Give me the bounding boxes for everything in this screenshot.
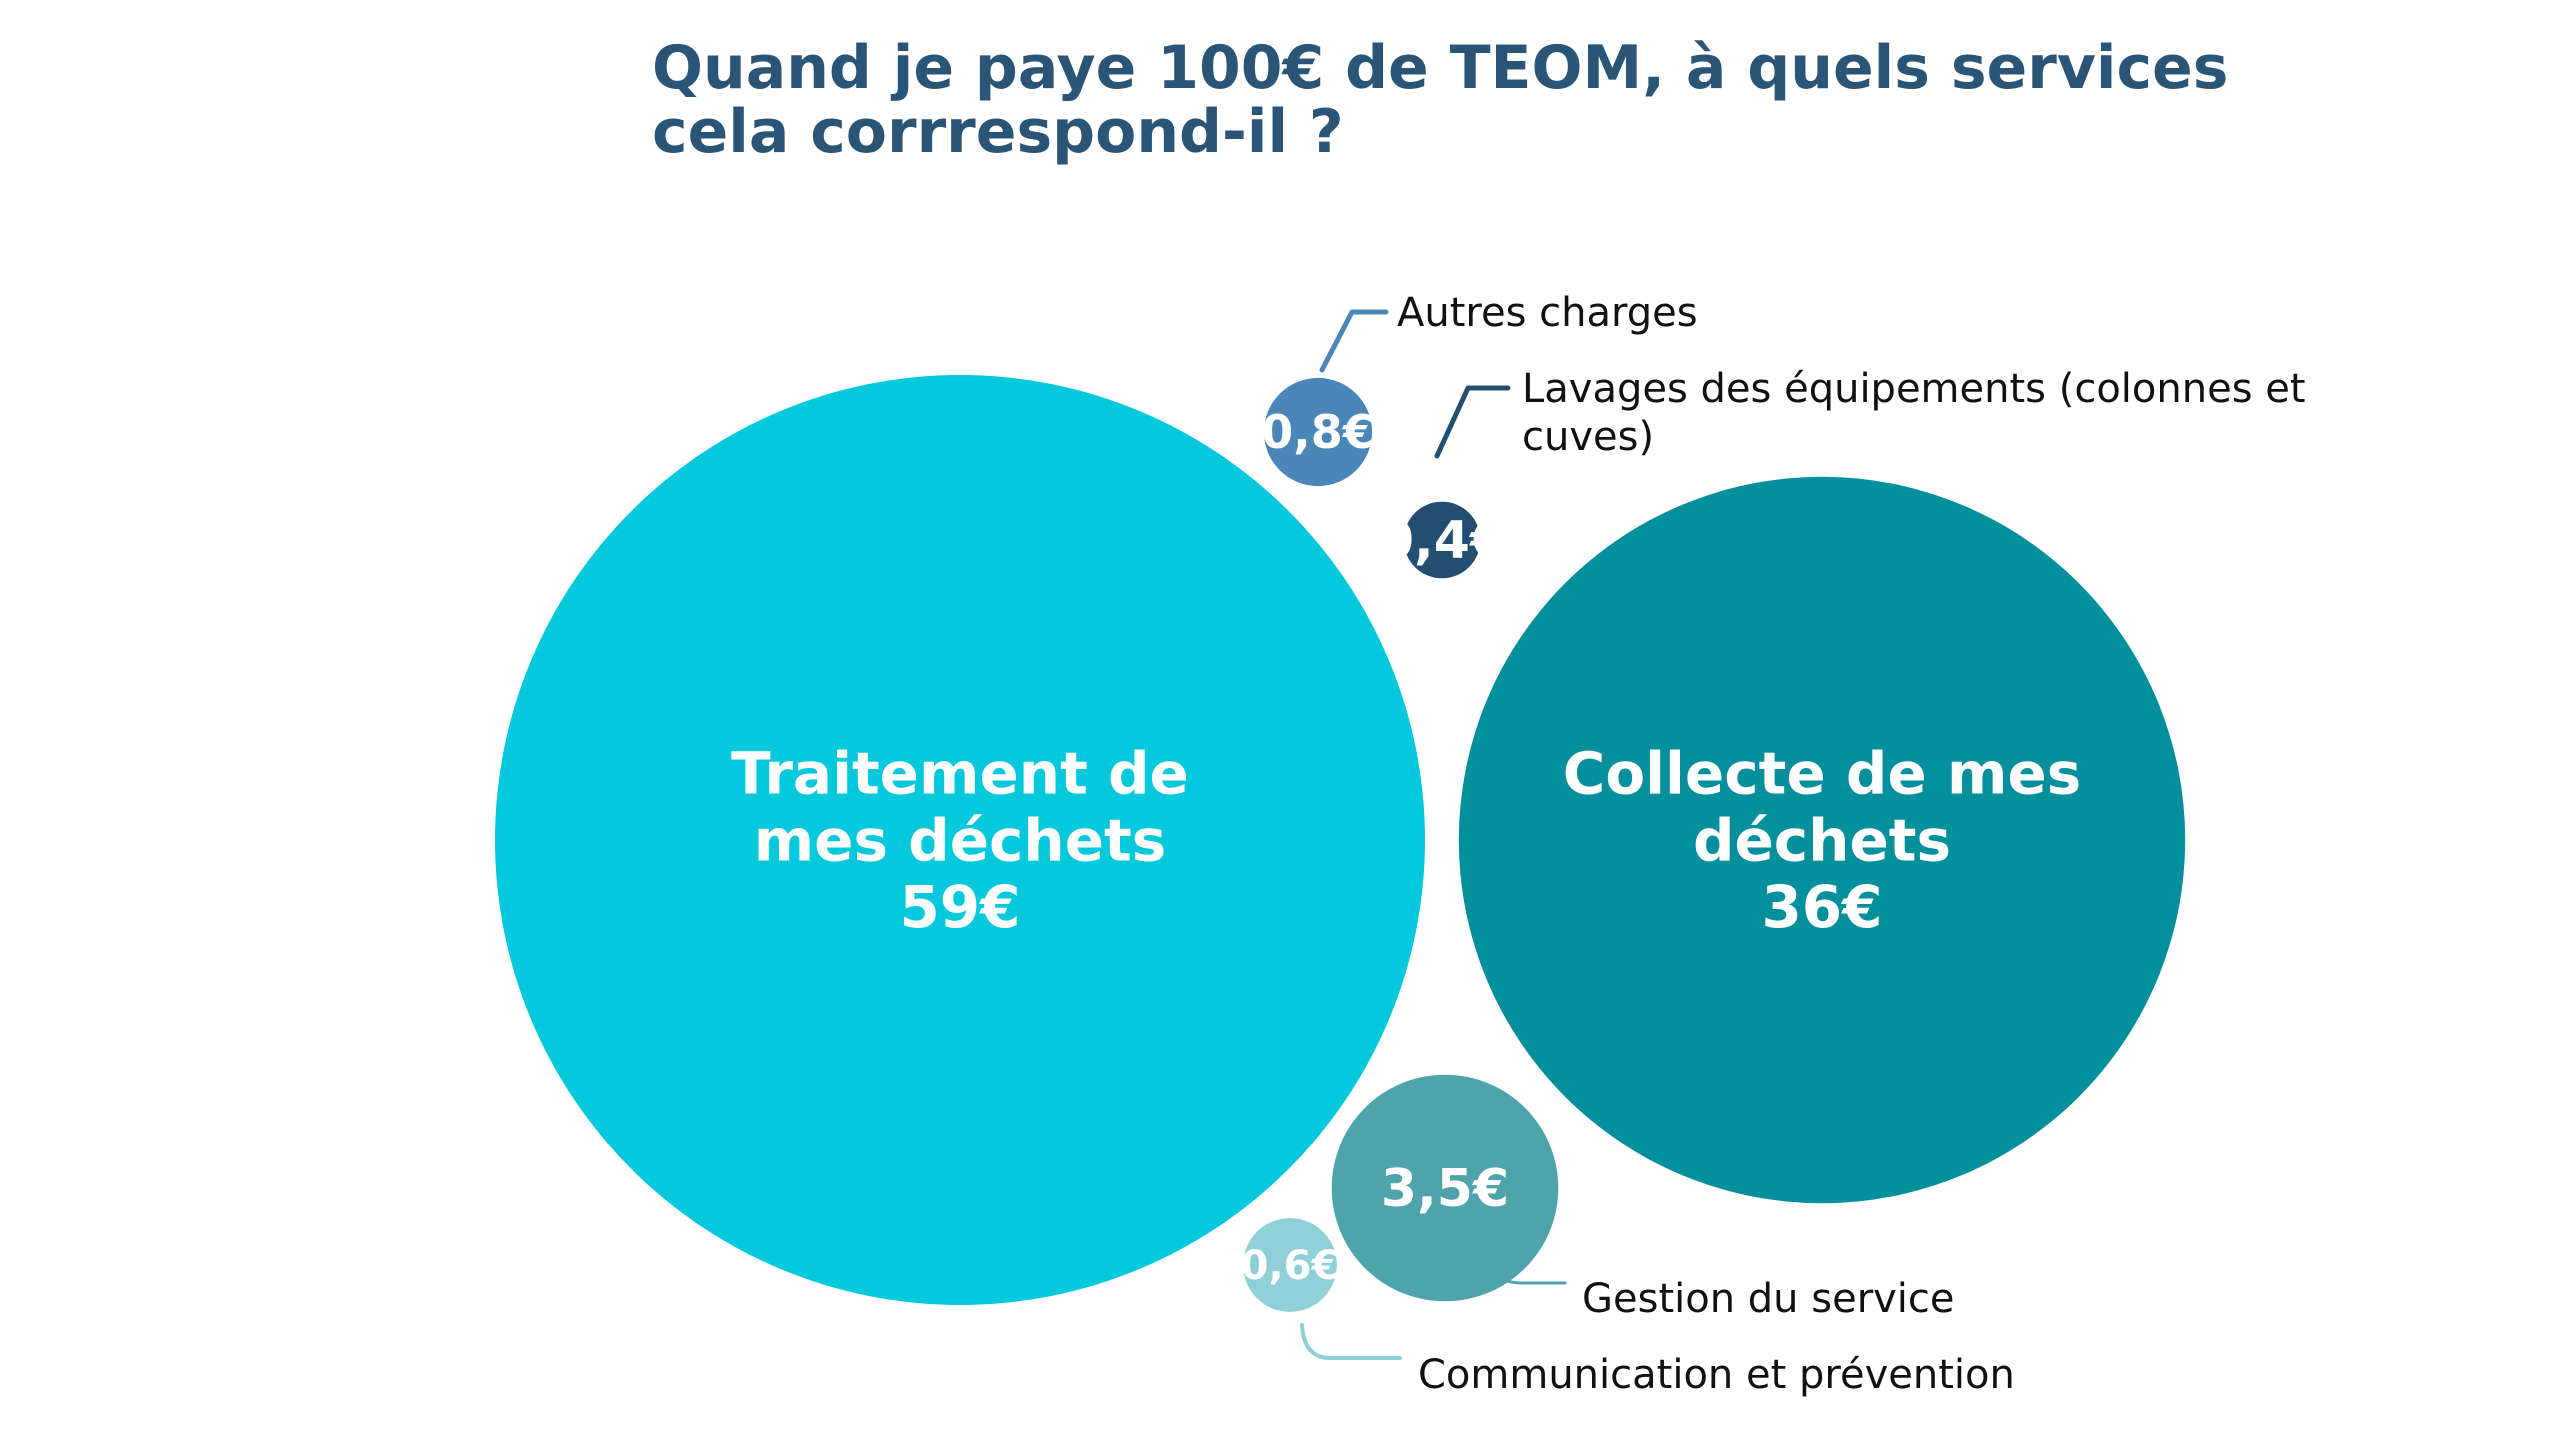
callout-label-gestion: Gestion du service (1582, 1276, 1955, 1322)
bubble-label-traitement-1: Traitement de (731, 740, 1189, 808)
chart-title-line-1: Quand je paye 100€ de TEOM, à quels serv… (652, 33, 2228, 103)
chart-title-line-2: cela corrrespond-il ? (652, 97, 1344, 167)
callout-labels: Gestion du service Autres charges Communic… (1397, 290, 2306, 1398)
bubble-traitement (495, 375, 1425, 1305)
bubble-value-collecte: 36€ (1761, 873, 1882, 941)
leader-line-lavages (1434, 385, 1511, 459)
chart-title: Quand je paye 100€ de TEOM, à quels serv… (652, 33, 2228, 167)
bubble-autres (1263, 377, 1373, 487)
callout-label-communication: Communication et prévention (1418, 1352, 2015, 1398)
callout-label-lavages-2: cuves) (1522, 414, 1654, 460)
bubble-gestion (1331, 1074, 1559, 1302)
bubble-value-gestion: 3,5€ (1381, 1159, 1509, 1219)
bubble-value-lavages: 0,4€ (1378, 511, 1506, 571)
bubble-lavages (1403, 501, 1481, 579)
leader-line-autres (1319, 309, 1389, 373)
bubble-value-communication: 0,6€ (1241, 1243, 1340, 1289)
bubble-label-collecte-2: déchets (1693, 806, 1951, 874)
leader-line-communication (1300, 1323, 1402, 1360)
bubble-collecte (1458, 476, 2186, 1204)
bubble-label-traitement-2: mes déchets (754, 806, 1167, 874)
bubble-communication (1243, 1218, 1337, 1312)
callout-label-autres: Autres charges (1397, 290, 1698, 336)
bubble-value-traitement: 59€ (899, 873, 1020, 941)
bubble-value-autres: 0,8€ (1261, 405, 1375, 459)
bubble-label-collecte-1: Collecte de mes (1563, 740, 2082, 808)
callout-label-lavages-1: Lavages des équipements (colonnes et (1522, 366, 2306, 412)
